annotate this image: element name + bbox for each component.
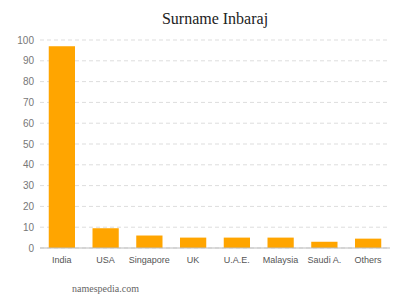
x-tick-label: Saudi A. [308,255,342,265]
x-tick-label: USA [96,255,115,265]
grid-line [40,185,390,186]
y-tick-label: 100 [17,35,34,46]
y-tick-label: 10 [23,222,35,233]
grid-line [40,144,390,145]
y-tick-label: 90 [23,55,35,66]
bars [49,46,382,248]
grid-line [40,206,390,207]
grid-line [40,40,390,41]
y-tick-label: 80 [23,76,35,87]
grid [40,40,390,248]
y-tick-label: 70 [23,97,35,108]
x-tick-label: UK [187,255,200,265]
x-tick-label: Singapore [129,255,170,265]
background [0,0,400,300]
bar [180,238,206,248]
grid-line [40,164,390,165]
grid-line [40,81,390,82]
bar [355,239,381,248]
chart-container: Surname Inbaraj 0 10 20 30 40 50 60 70 80 90 100 Ind… [0,0,400,300]
x-tick-label: Others [355,255,383,265]
x-tick-label: India [52,255,72,265]
bar [93,228,119,248]
bar [49,46,75,248]
bar [224,238,250,248]
grid-line [40,60,390,61]
watermark: namespedia.com [72,283,139,294]
x-axis-line [40,248,390,249]
chart-svg: Surname Inbaraj 0 10 20 30 40 50 60 70 80 90 100 Ind… [0,0,400,300]
bar [311,242,337,248]
grid-line [40,227,390,228]
grid-line [40,102,390,103]
x-tick-label: U.A.E. [224,255,250,265]
y-tick-label: 60 [23,118,35,129]
grid-line [40,123,390,124]
y-tick-label: 50 [23,139,35,150]
y-tick-label: 40 [23,159,35,170]
bar [136,236,162,248]
y-tick-label: 20 [23,201,35,212]
grid-line [40,248,390,249]
y-tick-label: 30 [23,180,35,191]
title: Surname Inbaraj [162,10,268,28]
x-tick-label: Malaysia [263,255,299,265]
y-tick-label: 0 [28,243,34,254]
bar [268,238,294,248]
